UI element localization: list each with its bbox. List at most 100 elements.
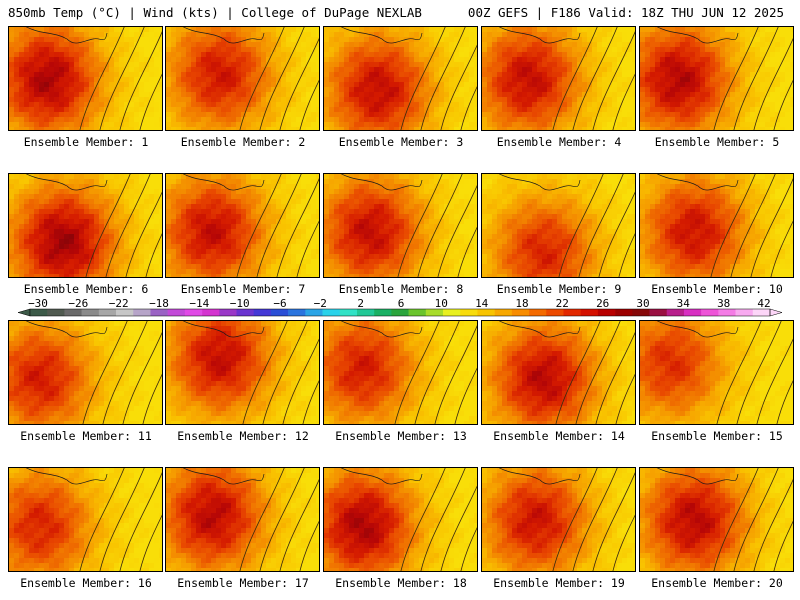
height-contour	[400, 468, 446, 571]
height-contour	[572, 27, 618, 130]
ensemble-panel-9	[481, 173, 636, 278]
ensemble-member-label: Ensemble Member: 8	[338, 282, 464, 296]
colorbar-tick-label: 22	[556, 297, 569, 310]
height-contour	[552, 27, 598, 130]
height-contour	[733, 27, 779, 130]
height-contour	[555, 321, 601, 424]
colorbar-tick-label: 18	[515, 297, 528, 310]
coastline	[341, 321, 423, 338]
ensemble-panel-20	[639, 467, 794, 572]
coastline	[183, 321, 265, 338]
header: 850mb Temp (°C) | Wind (kts) | College o…	[0, 0, 800, 24]
coastline	[499, 174, 581, 191]
height-contour	[400, 27, 446, 130]
temperature-field-map	[9, 174, 162, 277]
temperature-field-map	[166, 27, 319, 130]
ensemble-member-label: Ensemble Member: 2	[180, 135, 306, 149]
ensemble-panel-16	[8, 467, 163, 572]
ensemble-panel-8	[323, 173, 478, 278]
coastline	[26, 27, 108, 44]
colorbar-swatch	[322, 309, 341, 316]
ensemble-member-label: Ensemble Member: 6	[23, 282, 149, 296]
ensemble-panel-5	[639, 26, 794, 131]
colorbar-graphic: −30 −26 −22 −18 −14 −10 −6 −2 2 6 10 14 18 22 26 30 34 38…	[17, 297, 783, 317]
height-contour	[299, 520, 319, 571]
height-contour	[414, 321, 460, 424]
colorbar-max-arrow	[769, 308, 783, 317]
colorbar-swatch	[563, 309, 581, 316]
colorbar-swatch	[511, 309, 530, 316]
ensemble-panel-7	[165, 173, 320, 278]
coastline	[341, 174, 423, 191]
height-contour	[612, 73, 635, 130]
coastline	[341, 27, 423, 44]
colorbar-swatch	[494, 309, 513, 316]
temperature-field-map	[482, 174, 635, 277]
height-contour	[105, 174, 151, 277]
height-contour	[552, 468, 598, 571]
ensemble-panel-2	[165, 26, 320, 131]
height-contour	[454, 367, 477, 424]
colorbar-swatch	[477, 309, 495, 316]
height-contour	[119, 31, 162, 130]
colorbar-swatch	[632, 309, 650, 316]
height-contour	[460, 527, 477, 571]
ensemble-panel-3	[323, 26, 478, 131]
colorbar-swatch	[374, 309, 392, 316]
ensemble-member-label: Ensemble Member: 18	[335, 576, 467, 590]
height-contour	[592, 472, 635, 571]
temperature-field-map	[324, 321, 477, 424]
temperature-field-map	[9, 27, 162, 130]
height-contour	[394, 321, 440, 424]
temperature-field-map	[324, 468, 477, 571]
height-contour	[102, 321, 148, 424]
temperature-field-map	[482, 468, 635, 571]
height-contour	[713, 27, 759, 130]
model-run-info: 00Z GEFS | F186 Valid: 18Z THU JUN 12 20…	[467, 5, 784, 20]
colorbar-swatch	[701, 309, 719, 316]
colorbar-tick-label: 14	[475, 297, 489, 310]
colorbar-tick-label: −30	[28, 297, 48, 310]
colorbar-swatch	[30, 309, 48, 316]
colorbar-swatch	[202, 309, 220, 316]
height-contour	[239, 27, 285, 130]
colorbar-tick-label: −6	[273, 297, 286, 310]
coastline	[26, 468, 108, 485]
coastline	[657, 174, 739, 191]
height-contour	[773, 79, 793, 130]
colorbar-swatch	[64, 309, 82, 316]
height-contour	[753, 479, 793, 571]
height-contour	[302, 380, 319, 424]
colorbar-tick-label: 2	[357, 297, 364, 310]
colorbar-swatch	[546, 309, 564, 316]
height-contour	[125, 191, 162, 277]
height-contour	[79, 27, 125, 130]
colorbar-outline	[29, 308, 771, 317]
height-contour	[710, 174, 756, 277]
height-contour	[736, 321, 782, 424]
height-contour	[279, 479, 319, 571]
height-contour	[242, 321, 288, 424]
height-contour	[592, 31, 635, 130]
coastline	[183, 468, 265, 485]
temperature-field-map	[324, 27, 477, 130]
ensemble-member-label: Ensemble Member: 3	[338, 135, 464, 149]
height-contour	[279, 38, 319, 130]
ensemble-panel-18	[323, 467, 478, 572]
height-contour	[595, 332, 635, 424]
temperature-field-map	[166, 174, 319, 277]
height-contour	[417, 174, 463, 277]
colorbar-swatch	[150, 309, 168, 316]
height-contour	[575, 321, 621, 424]
colorbar-swatch	[425, 309, 444, 316]
height-contour	[437, 185, 477, 277]
height-contour	[256, 174, 302, 277]
height-contour	[259, 468, 305, 571]
colorbar-swatch	[236, 309, 255, 316]
coastline	[657, 468, 739, 485]
ensemble-panel-14	[481, 320, 636, 425]
colorbar-swatch	[47, 309, 65, 316]
height-contour	[615, 373, 635, 424]
colorbar-swatch	[288, 309, 306, 316]
colorbar-tick-label: 10	[435, 297, 448, 310]
